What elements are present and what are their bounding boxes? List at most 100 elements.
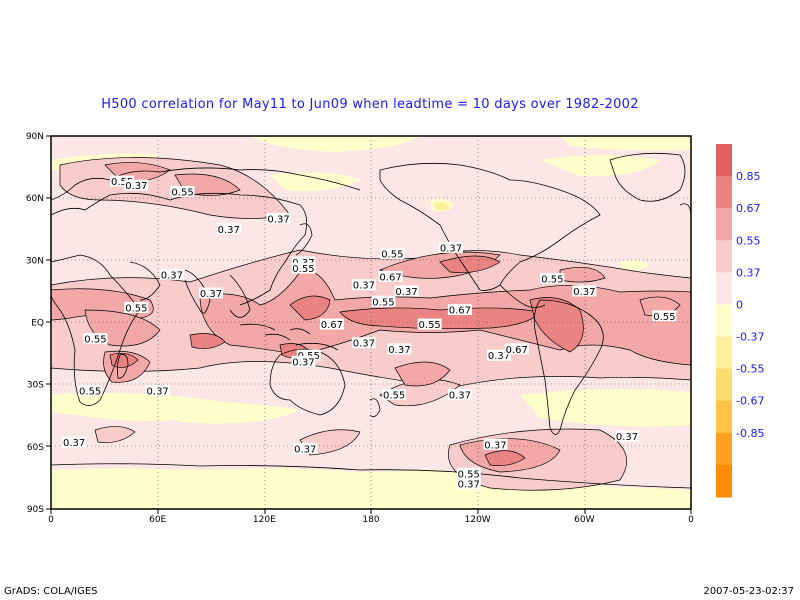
colorbar-swatch bbox=[716, 240, 732, 273]
contour-label: 0.55 bbox=[124, 301, 149, 314]
lat-tick-label: 30S bbox=[27, 381, 44, 391]
svg-text:0.37: 0.37 bbox=[294, 444, 316, 455]
contour-label: 0.37 bbox=[447, 389, 472, 402]
svg-text:0.37: 0.37 bbox=[292, 357, 314, 368]
svg-text:0.37: 0.37 bbox=[267, 214, 289, 225]
contour-label: 0.37 bbox=[62, 436, 87, 449]
contour-label: 0.55 bbox=[110, 175, 135, 188]
lon-tick-label: 180 bbox=[362, 515, 379, 525]
svg-text:0.37: 0.37 bbox=[200, 289, 222, 300]
colorbar-label: -0.67 bbox=[736, 395, 764, 408]
lon-tick-label: 120E bbox=[253, 515, 276, 525]
chart-title: H500 correlation for May11 to Jun09 when… bbox=[101, 97, 639, 112]
contour-label: 0.37 bbox=[199, 287, 223, 300]
contour-label: 0.37 bbox=[487, 349, 511, 362]
svg-text:0.55: 0.55 bbox=[458, 469, 480, 480]
svg-text:0.37: 0.37 bbox=[395, 287, 417, 298]
contour-label: 0.55 bbox=[291, 262, 316, 275]
svg-text:0.37: 0.37 bbox=[125, 181, 147, 192]
colorbar: 0.85 0.67 0.55 0.37 0 -0.37 -0.55 -0.67 -0.85 bbox=[716, 144, 764, 498]
svg-text:0.67: 0.67 bbox=[321, 320, 343, 331]
contour-label: 0.37 bbox=[351, 279, 376, 292]
lon-tick-label: 60W bbox=[574, 515, 594, 525]
svg-text:0.37: 0.37 bbox=[63, 438, 85, 449]
svg-text:0.37: 0.37 bbox=[161, 270, 183, 281]
lon-tick-label: 0 bbox=[688, 515, 694, 525]
svg-text:0.37: 0.37 bbox=[147, 386, 169, 397]
lat-tick-label: EQ bbox=[31, 319, 44, 329]
svg-text:0.55: 0.55 bbox=[125, 303, 147, 314]
colorbar-swatch bbox=[716, 464, 732, 498]
contour-label: 0.55 bbox=[652, 310, 677, 323]
svg-text:0.37: 0.37 bbox=[488, 351, 510, 362]
contour-label: 0.55 bbox=[456, 467, 481, 480]
colorbar-label: -0.37 bbox=[736, 331, 764, 344]
svg-text:0.67: 0.67 bbox=[379, 272, 401, 283]
svg-text:0.55: 0.55 bbox=[111, 177, 133, 188]
contour-label: 0.67 bbox=[378, 270, 403, 283]
svg-text:0.55: 0.55 bbox=[381, 250, 403, 261]
contour-label: 0.55 bbox=[380, 248, 405, 261]
longitude-labels: 0 60E 120E 180 120W 60W 0 bbox=[48, 515, 694, 525]
shaded-regions bbox=[51, 136, 691, 509]
contour-label: 0.37 bbox=[456, 478, 481, 491]
coastlines bbox=[51, 152, 691, 489]
contour-label: 0.55 bbox=[83, 333, 108, 346]
colorbar-swatch bbox=[716, 432, 732, 466]
svg-text:0.37: 0.37 bbox=[573, 287, 595, 298]
footer-timestamp: 2007-05-23-02:37 bbox=[703, 586, 794, 597]
colorbar-swatch bbox=[716, 272, 732, 305]
colorbar-label: -0.55 bbox=[736, 363, 764, 376]
contour-label: 0.37 bbox=[293, 442, 318, 455]
contour-labels: 0.550.370.550.370.370.370.370.550.550.37… bbox=[62, 175, 677, 491]
colorbar-label: 0.55 bbox=[736, 234, 761, 247]
grid-lines bbox=[51, 136, 691, 509]
contour-label: 0.55 bbox=[78, 384, 103, 397]
contour-label: 0.37 bbox=[439, 241, 463, 254]
lat-tick-label: 60S bbox=[27, 443, 44, 453]
svg-text:0.37: 0.37 bbox=[484, 440, 506, 451]
band-067 bbox=[109, 255, 584, 467]
svg-text:0.37: 0.37 bbox=[449, 391, 471, 402]
contour-label: 0.37 bbox=[615, 430, 639, 443]
colorbar-swatch bbox=[716, 336, 732, 370]
contour-label: 0.55 bbox=[382, 389, 407, 402]
svg-text:0.55: 0.55 bbox=[292, 264, 314, 275]
contour-label: 0.67 bbox=[447, 304, 472, 317]
contour-label: 0.67 bbox=[504, 343, 529, 356]
colorbar-swatch bbox=[716, 176, 732, 209]
contour-label: 0.37 bbox=[572, 285, 597, 298]
colorbar-label: 0 bbox=[736, 298, 743, 311]
contour-label: 0.37 bbox=[387, 343, 412, 356]
svg-text:0.37: 0.37 bbox=[353, 281, 375, 292]
contour-label: 0.37 bbox=[291, 355, 316, 368]
svg-text:0.55: 0.55 bbox=[84, 335, 106, 346]
svg-text:0.67: 0.67 bbox=[449, 306, 471, 317]
latitude-labels: 90N 60N 30N EQ 30S 60S 90S bbox=[26, 132, 44, 515]
colorbar-swatch bbox=[716, 208, 732, 241]
contour-label: 0.37 bbox=[351, 337, 376, 350]
contour-label: 0.37 bbox=[216, 223, 241, 236]
lat-tick-label: 30N bbox=[26, 256, 44, 266]
contour-label: 0.55 bbox=[417, 318, 442, 331]
svg-text:0.37: 0.37 bbox=[440, 243, 462, 254]
contour-label: 0.37 bbox=[159, 268, 184, 281]
contour-label: 0.37 bbox=[145, 384, 170, 397]
colorbar-label: 0.67 bbox=[736, 202, 761, 215]
footer-credit: GrADS: COLA/IGES bbox=[4, 586, 98, 597]
colorbar-label: 0.37 bbox=[736, 266, 761, 279]
lat-tick-label: 90N bbox=[26, 132, 44, 142]
svg-text:0.37: 0.37 bbox=[388, 345, 410, 356]
svg-text:0.55: 0.55 bbox=[419, 320, 441, 331]
svg-text:0.55: 0.55 bbox=[372, 297, 394, 308]
contour-label: 0.37 bbox=[394, 285, 419, 298]
contour-label: 0.67 bbox=[319, 318, 344, 331]
negative-regions-dark bbox=[434, 202, 450, 211]
colorbar-label: -0.85 bbox=[736, 427, 764, 440]
colorbar-swatch bbox=[716, 368, 732, 402]
colorbar-swatch bbox=[716, 304, 732, 338]
contour-label: 0.55 bbox=[170, 185, 195, 198]
contour-label: 0.37 bbox=[483, 438, 508, 451]
colorbar-swatch bbox=[716, 144, 732, 177]
